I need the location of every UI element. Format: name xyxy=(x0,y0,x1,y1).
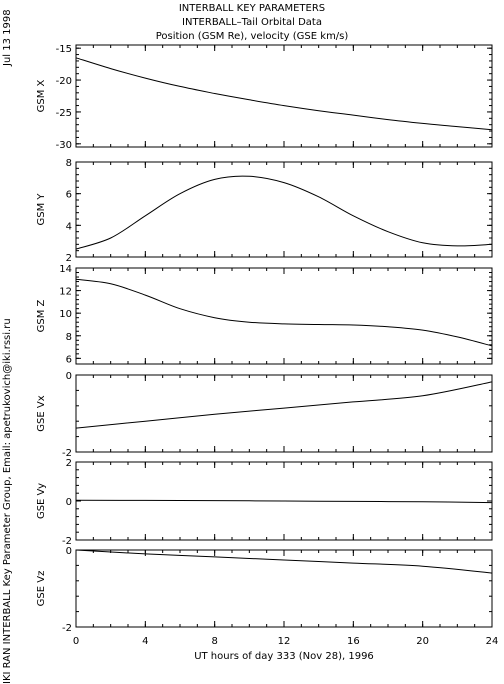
x-tick-label: 4 xyxy=(142,636,148,647)
y-tick-label-gsm-z: 10 xyxy=(59,309,72,320)
y-tick-label-gsm-y: 6 xyxy=(66,190,72,201)
header-line-2: INTERBALL–Tail Orbital Data xyxy=(182,17,322,28)
y-axis-label-gse-vx: GSE Vx xyxy=(36,395,47,431)
panel-frame-gse-vx xyxy=(75,374,493,453)
series-line-gsm-x xyxy=(75,57,493,131)
y-tick-label-gsm-x: -20 xyxy=(56,76,72,87)
series-line-gsm-z xyxy=(75,278,493,347)
y-tick-label-gse-vz: 0 xyxy=(66,546,72,557)
header-line-1: INTERBALL KEY PARAMETERS xyxy=(178,3,326,14)
y-tick-label-gse-vy: 2 xyxy=(66,458,72,469)
y-tick-label-gse-vy: -2 xyxy=(62,536,72,547)
y-tick-label-gsm-x: -15 xyxy=(56,44,72,55)
x-tick-label: 24 xyxy=(486,636,499,647)
y-tick-label-gsm-z: 14 xyxy=(59,264,72,275)
y-tick-label-gsm-y: 8 xyxy=(66,158,72,169)
y-tick-label-gse-vx: -2 xyxy=(62,448,72,459)
y-tick-label-gsm-z: 12 xyxy=(59,287,72,298)
y-tick-label-gsm-x: -30 xyxy=(56,140,72,151)
y-tick-label-gsm-y: 4 xyxy=(66,221,72,232)
y-tick-label-gsm-x: -25 xyxy=(56,108,72,119)
x-tick-label: 8 xyxy=(211,636,217,647)
y-axis-label-gsm-y: GSM Y xyxy=(36,193,47,226)
y-axis-label-gsm-x: GSM X xyxy=(36,79,47,112)
y-tick-label-gse-vx: 0 xyxy=(66,371,72,382)
panel-frame-gse-vz xyxy=(75,549,493,628)
series-line-gse-vz xyxy=(75,549,493,574)
panel-frame-gsm-x xyxy=(75,44,493,148)
y-axis-label-gse-vy: GSE Vy xyxy=(36,483,47,519)
y-axis-label-gsm-z: GSM Z xyxy=(36,299,47,332)
series-line-gse-vy xyxy=(75,499,493,504)
header-line-3: Position (GSM Re), velocity (GSE km/s) xyxy=(155,31,349,42)
y-tick-label-gsm-y: 2 xyxy=(66,253,72,264)
series-line-gsm-y xyxy=(75,175,493,250)
y-tick-label-gse-vy: 0 xyxy=(66,497,72,508)
x-tick-label: 16 xyxy=(347,636,360,647)
x-axis-label: UT hours of day 333 (Nov 28), 1996 xyxy=(194,651,374,662)
x-tick-label: 20 xyxy=(416,636,429,647)
y-tick-label-gsm-z: 8 xyxy=(66,332,72,343)
series-line-gse-vx xyxy=(75,381,493,429)
panel-frame-gsm-z xyxy=(75,267,493,365)
x-tick-label: 0 xyxy=(73,636,79,647)
y-tick-label-gse-vz: -2 xyxy=(62,623,72,634)
y-tick-label-gsm-z: 6 xyxy=(66,354,72,365)
y-axis-label-gse-vz: GSE Vz xyxy=(36,571,47,607)
panel-frame-gsm-y xyxy=(75,161,493,258)
x-tick-label: 12 xyxy=(278,636,291,647)
